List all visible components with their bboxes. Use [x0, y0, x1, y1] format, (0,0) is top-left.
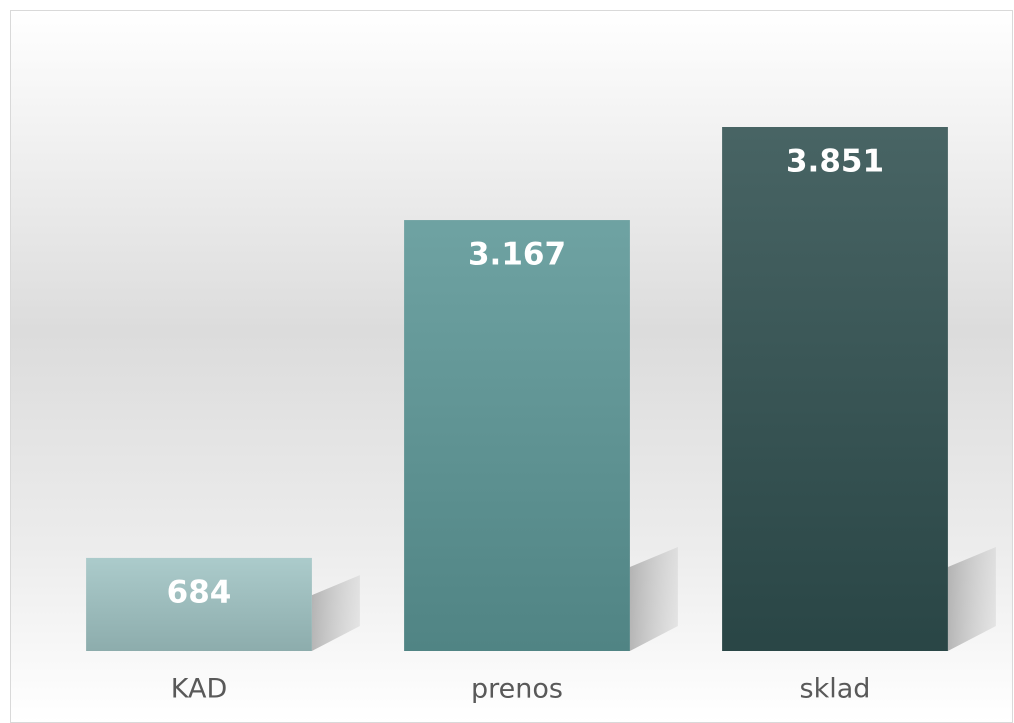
- data-label: 3.167: [468, 237, 566, 273]
- data-label: 3.851: [786, 144, 884, 180]
- bar-shadow: [311, 575, 360, 651]
- bar-shade: [722, 127, 948, 651]
- x-tick-label: KAD: [171, 674, 228, 705]
- bar-shadow: [629, 547, 678, 651]
- bar-shade: [404, 220, 630, 651]
- data-label: 684: [167, 574, 232, 610]
- x-tick-label: prenos: [471, 674, 563, 705]
- bar-shadow: [947, 547, 996, 651]
- plot: 684 KAD 3.167 prenos 3.851 sklad: [86, 127, 996, 705]
- bar-shade: [86, 557, 312, 651]
- x-tick-label: sklad: [800, 674, 871, 705]
